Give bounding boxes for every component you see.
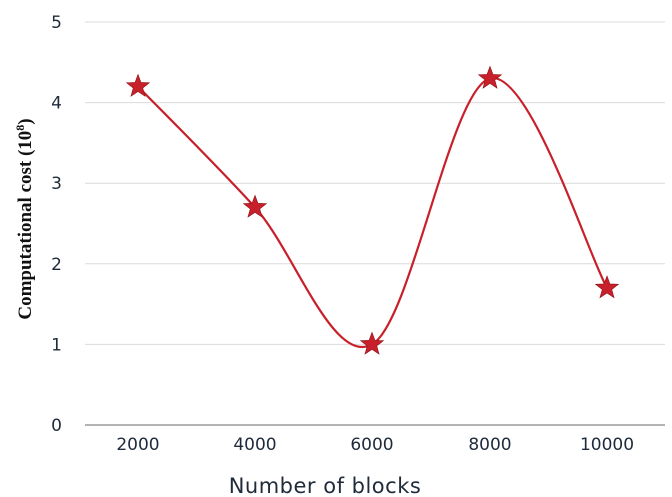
y-axis-label: Computational cost (108) [13, 118, 36, 319]
data-point-marker-2 [359, 331, 385, 355]
data-point-marker-4 [594, 275, 620, 299]
x-tick-label-4: 10000 [580, 435, 634, 455]
y-tick-label-2: 2 [51, 255, 62, 275]
y-tick-label-1: 1 [51, 335, 62, 355]
y-axis-ticks: 0 1 2 3 4 5 [51, 13, 62, 436]
x-tick-label-3: 8000 [468, 435, 511, 455]
y-axis-label-text: Computational cost (10 [15, 131, 36, 320]
data-point-marker-3 [477, 65, 503, 89]
y-axis-label-exponent: 8 [13, 125, 27, 131]
y-tick-label-3: 3 [51, 174, 62, 194]
x-tick-label-2: 6000 [350, 435, 393, 455]
y-tick-label-5: 5 [51, 13, 62, 33]
data-point-marker-1 [242, 194, 268, 218]
x-tick-label-1: 4000 [233, 435, 276, 455]
x-tick-label-0: 2000 [116, 435, 159, 455]
data-point-marker-0 [125, 73, 151, 97]
y-tick-label-4: 4 [51, 94, 62, 114]
gridlines [85, 21, 665, 345]
series-line-0 [137, 77, 608, 349]
y-tick-label-0: 0 [51, 416, 62, 436]
x-axis-label: Number of blocks [229, 474, 422, 497]
series-group [125, 65, 620, 355]
y-axis-label-close: ) [15, 118, 36, 124]
x-axis-ticks: 2000 4000 6000 8000 10000 [116, 435, 634, 455]
